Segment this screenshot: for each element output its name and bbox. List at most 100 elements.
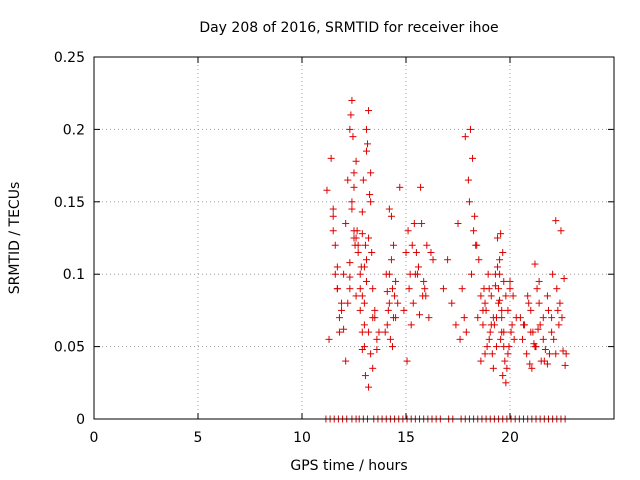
data-point [486,328,494,336]
data-point [498,306,506,314]
data-point [331,270,339,278]
data-point [561,361,569,369]
data-point [358,345,366,353]
data-point [331,241,339,249]
data-point [469,154,477,162]
data-point [340,325,348,333]
data-point [477,357,485,365]
data-point [333,285,341,293]
data-point [507,328,515,336]
data-point [546,350,554,358]
data-point [347,111,355,119]
data-point [342,220,350,228]
data-point [348,205,356,213]
data-point [388,343,396,351]
data-point [539,335,547,343]
data-point [365,107,373,115]
x-tick-label: 5 [194,430,203,446]
data-point [504,350,512,358]
data-point [516,314,524,322]
data-point [422,292,430,300]
data-point [499,248,507,256]
data-point [487,292,495,300]
data-point [482,306,490,314]
data-point [470,227,478,235]
data-point [352,157,360,165]
data-point [384,306,392,314]
data-point [356,306,364,314]
data-point [356,270,364,278]
data-point [520,321,528,329]
data-point [472,241,480,249]
y-tick-label: 0.15 [54,195,85,211]
data-point [391,292,399,300]
data-point [340,270,348,278]
data-point [327,154,335,162]
data-point [543,360,551,368]
data-point [536,321,544,329]
data-point [335,328,343,336]
data-point [539,314,547,322]
data-point [373,335,381,343]
data-point [509,292,517,300]
data-point [498,314,506,322]
data-point [500,277,508,285]
data-point [506,277,514,285]
data-point [329,227,337,235]
data-point [510,335,518,343]
data-point [543,292,551,300]
y-tick-label: 0.1 [63,267,85,283]
data-point [323,186,331,194]
data-point [409,299,417,307]
data-point [416,311,424,319]
data-point [468,270,476,278]
y-tick-label: 0.2 [63,122,85,138]
data-point [358,208,366,216]
data-point [390,241,398,249]
data-point [491,282,499,290]
y-tick-label: 0.05 [54,340,85,356]
data-point [329,212,337,220]
data-point [365,234,373,242]
data-point [367,169,375,177]
data-point [530,340,538,348]
data-point [404,227,412,235]
data-point [550,335,558,343]
plot-frame [93,56,615,420]
data-point [417,183,425,191]
data-point [407,321,415,329]
data-point [528,364,536,372]
data-point [348,198,356,206]
x-tick-label: 20 [501,430,519,446]
data-point [362,147,370,155]
data-point [535,299,543,307]
data-point [552,217,560,225]
data-point [480,285,488,293]
data-point [497,230,505,238]
x-tick-label: 0 [90,430,99,446]
data-point [526,360,534,368]
data-point [338,299,346,307]
data-point [362,256,370,264]
data-point [534,325,542,333]
data-point [385,299,393,307]
data-point [524,292,532,300]
data-point [552,350,560,358]
data-point [423,241,431,249]
data-point [369,314,377,322]
data-point [483,343,491,351]
data-point [344,299,352,307]
data-point [481,299,489,307]
data-point [402,248,410,256]
data-point [392,314,400,322]
data-point [375,328,383,336]
data-point [427,248,435,256]
data-point [414,263,422,271]
data-point [352,292,360,300]
data-point [346,285,354,293]
data-point [365,383,373,391]
data-point [461,133,469,141]
data-point [559,347,567,355]
data-point [503,364,511,372]
